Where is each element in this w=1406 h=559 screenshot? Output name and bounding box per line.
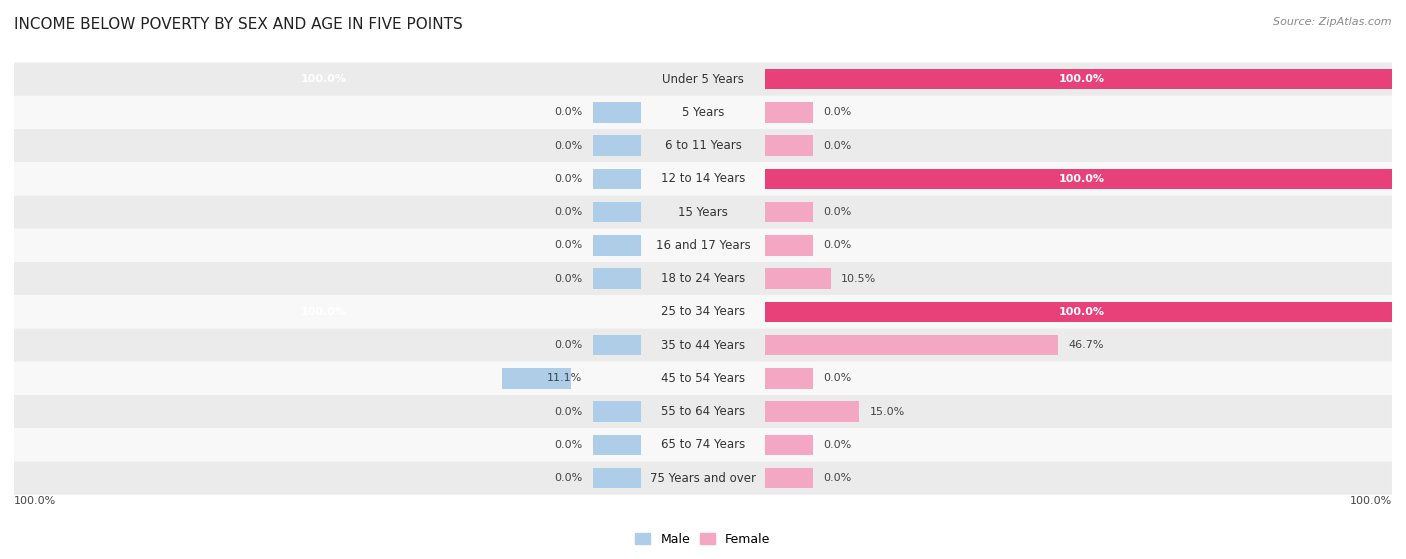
Text: 10.5%: 10.5% [841,274,876,283]
Text: 0.0%: 0.0% [824,141,852,151]
Text: 0.0%: 0.0% [554,174,582,184]
Text: 25 to 34 Years: 25 to 34 Years [661,305,745,319]
Bar [765,235,813,255]
Bar [765,434,813,455]
Text: 0.0%: 0.0% [554,141,582,151]
Bar [765,268,831,289]
Bar [593,335,641,356]
Text: Under 5 Years: Under 5 Years [662,73,744,86]
FancyBboxPatch shape [14,395,1392,428]
Text: 16 and 17 Years: 16 and 17 Years [655,239,751,252]
Text: 100.0%: 100.0% [1059,307,1105,317]
Text: 0.0%: 0.0% [554,240,582,250]
FancyBboxPatch shape [14,229,1392,262]
Bar [593,235,641,255]
Legend: Male, Female: Male, Female [630,528,776,551]
Bar [593,434,641,455]
Bar [765,169,1392,190]
Bar [765,69,1392,89]
Text: 15.0%: 15.0% [869,406,904,416]
Bar [765,368,813,389]
FancyBboxPatch shape [14,462,1392,495]
Text: 0.0%: 0.0% [824,240,852,250]
Text: 0.0%: 0.0% [824,207,852,217]
Text: 75 Years and over: 75 Years and over [650,472,756,485]
Text: 100.0%: 100.0% [1059,74,1105,84]
Text: 0.0%: 0.0% [554,473,582,483]
FancyBboxPatch shape [14,196,1392,229]
Bar [765,202,813,222]
FancyBboxPatch shape [14,96,1392,129]
Text: 12 to 14 Years: 12 to 14 Years [661,172,745,186]
Text: 0.0%: 0.0% [554,107,582,117]
Text: Source: ZipAtlas.com: Source: ZipAtlas.com [1274,17,1392,27]
Bar [765,401,859,422]
FancyBboxPatch shape [14,362,1392,395]
FancyBboxPatch shape [14,329,1392,362]
Text: 18 to 24 Years: 18 to 24 Years [661,272,745,285]
Text: 0.0%: 0.0% [554,340,582,350]
Text: 46.7%: 46.7% [1069,340,1104,350]
Text: 55 to 64 Years: 55 to 64 Years [661,405,745,418]
Text: 100.0%: 100.0% [14,496,56,506]
Bar [593,135,641,156]
Text: 100.0%: 100.0% [301,74,347,84]
FancyBboxPatch shape [14,428,1392,462]
FancyBboxPatch shape [14,162,1392,196]
Text: 5 Years: 5 Years [682,106,724,119]
Bar [765,135,813,156]
Bar [593,102,641,123]
Bar [593,169,641,190]
Text: 11.1%: 11.1% [547,373,582,383]
Text: 65 to 74 Years: 65 to 74 Years [661,438,745,452]
Text: 0.0%: 0.0% [554,207,582,217]
Bar [765,302,1392,322]
Text: 35 to 44 Years: 35 to 44 Years [661,339,745,352]
FancyBboxPatch shape [14,295,1392,329]
Text: 100.0%: 100.0% [1059,174,1105,184]
Text: 45 to 54 Years: 45 to 54 Years [661,372,745,385]
Bar [765,468,813,489]
Text: 15 Years: 15 Years [678,206,728,219]
Bar [502,368,571,389]
FancyBboxPatch shape [14,63,1392,96]
Bar [765,335,1057,356]
Bar [765,102,813,123]
Text: 0.0%: 0.0% [824,440,852,450]
Text: INCOME BELOW POVERTY BY SEX AND AGE IN FIVE POINTS: INCOME BELOW POVERTY BY SEX AND AGE IN F… [14,17,463,32]
Text: 6 to 11 Years: 6 to 11 Years [665,139,741,152]
FancyBboxPatch shape [14,129,1392,162]
Bar [593,401,641,422]
Bar [593,468,641,489]
Text: 0.0%: 0.0% [824,373,852,383]
Text: 100.0%: 100.0% [301,307,347,317]
Text: 0.0%: 0.0% [824,107,852,117]
Bar [0,69,14,89]
Text: 0.0%: 0.0% [554,440,582,450]
FancyBboxPatch shape [14,262,1392,295]
Text: 0.0%: 0.0% [554,406,582,416]
Text: 0.0%: 0.0% [554,274,582,283]
Text: 0.0%: 0.0% [824,473,852,483]
Text: 100.0%: 100.0% [1350,496,1392,506]
Bar [593,202,641,222]
Bar [0,302,14,322]
Bar [593,268,641,289]
